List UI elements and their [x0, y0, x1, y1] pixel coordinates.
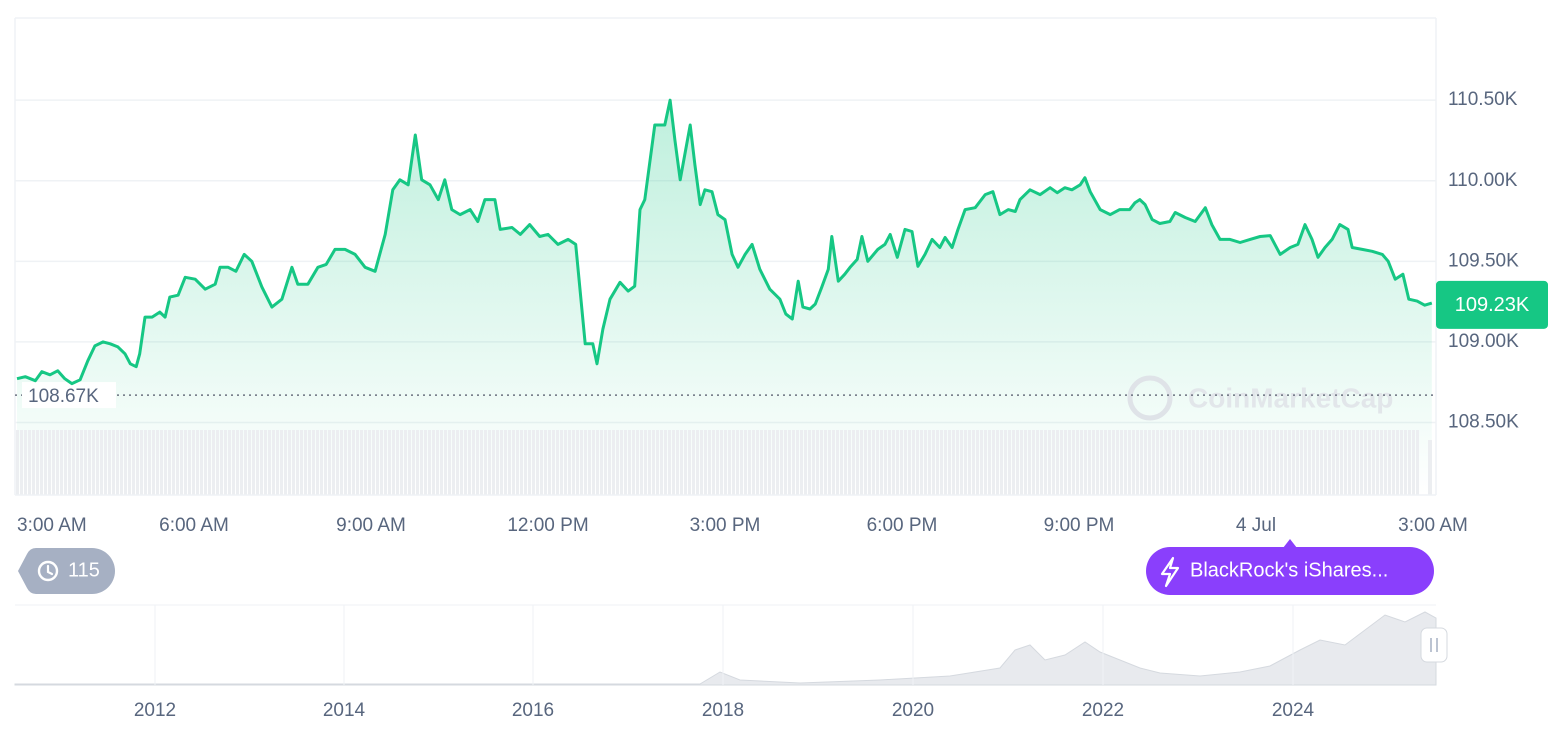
- price-line: [16, 98, 1433, 386]
- x-tick-label: 3:00 AM: [17, 515, 87, 536]
- reference-label-bg: [22, 382, 116, 409]
- history-badge-bg[interactable]: [18, 548, 115, 594]
- history-icon: [37, 560, 59, 582]
- y-tick-label: 110.00K: [1448, 170, 1518, 191]
- x-tick-label: 9:00 AM: [336, 515, 406, 536]
- x-tick-label: 6:00 PM: [867, 515, 938, 536]
- navigator-year-label: 2016: [512, 700, 554, 721]
- lightning-icon: [1160, 556, 1180, 588]
- reference-layer: 108.67K: [15, 382, 1436, 409]
- x-tick-label: 3:00 AM: [1398, 515, 1468, 536]
- history-badge[interactable]: 115: [18, 548, 115, 594]
- volume-bar-last: [1428, 440, 1432, 495]
- y-tick-label: 110.50K: [1448, 89, 1518, 110]
- volume-bars: [15, 430, 1420, 495]
- watermark-text: CoinMarketCap: [1188, 382, 1393, 413]
- navigator-handle[interactable]: [1420, 627, 1448, 663]
- navigator-year-label: 2022: [1082, 700, 1124, 721]
- area-layer: [17, 100, 1432, 495]
- last-price-label: 109.23K: [1455, 294, 1530, 316]
- last-price-tag: [1436, 280, 1548, 329]
- navigator-year-label: 2020: [892, 700, 934, 721]
- navigator-year-label: 2018: [702, 700, 744, 721]
- history-count[interactable]: 115: [68, 559, 100, 581]
- y-tick-label: 109.50K: [1448, 250, 1519, 271]
- x-tick-label: 3:00 PM: [690, 515, 761, 536]
- news-button-bg[interactable]: [1146, 547, 1434, 595]
- reference-label: 108.67K: [28, 386, 99, 407]
- navigator-year-label: 2024: [1272, 700, 1315, 721]
- watermark-logo: [1127, 375, 1173, 421]
- x-tick-label: 9:00 PM: [1044, 515, 1115, 536]
- x-tick-label: 4 Jul: [1236, 515, 1276, 536]
- line-layer: [16, 98, 1433, 386]
- news-button-text[interactable]: BlackRock's iShares...: [1190, 559, 1388, 581]
- navigator: 2012 2014 2016 2018 2020 2022 2024: [14, 604, 1448, 721]
- navigator-area: [14, 611, 1437, 686]
- y-tick-label: 109.00K: [1448, 331, 1519, 352]
- watermark: CoinMarketCap: [1127, 375, 1393, 421]
- y-tick-label: 108.50K: [1448, 411, 1519, 432]
- overlay-layer: 109.23K: [1436, 280, 1548, 329]
- history-icon-hands: [46, 564, 54, 576]
- navigator-year-label: 2014: [323, 700, 366, 721]
- x-tick-label: 6:00 AM: [159, 515, 229, 536]
- navigator-year-label: 2012: [134, 700, 176, 721]
- x-tick-label: 12:00 PM: [507, 515, 588, 536]
- news-button[interactable]: BlackRock's iShares...: [1146, 539, 1434, 595]
- area-fill: [17, 100, 1432, 495]
- news-pointer: [1283, 539, 1297, 548]
